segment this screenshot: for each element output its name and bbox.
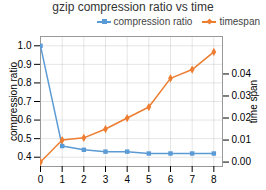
html-text:compression ratio: compression ratio bbox=[113, 16, 193, 27]
svg-text:0.04: 0.04 bbox=[232, 68, 252, 79]
svg-text:8: 8 bbox=[211, 174, 217, 185]
svg-text:1.0: 1.0 bbox=[18, 40, 32, 51]
svg-text:0.5: 0.5 bbox=[18, 133, 32, 144]
svg-text:compression ratio: compression ratio bbox=[8, 62, 19, 141]
svg-text:0.8: 0.8 bbox=[18, 77, 32, 88]
svg-text:2: 2 bbox=[81, 174, 87, 185]
svg-text:4: 4 bbox=[124, 174, 130, 185]
svg-text:3: 3 bbox=[103, 174, 109, 185]
svg-text:0: 0 bbox=[38, 174, 44, 185]
svg-text:1: 1 bbox=[59, 174, 65, 185]
svg-text:0.01: 0.01 bbox=[232, 134, 252, 145]
svg-text:7: 7 bbox=[189, 174, 195, 185]
html-text:gzip compression ratio vs time: gzip compression ratio vs time bbox=[52, 0, 214, 14]
svg-text:5: 5 bbox=[146, 174, 152, 185]
svg-text:0.9: 0.9 bbox=[18, 59, 32, 70]
svg-text:0.03: 0.03 bbox=[231, 90, 251, 102]
svg-text:0.00: 0.00 bbox=[232, 156, 252, 167]
svg-text:0.4: 0.4 bbox=[18, 151, 32, 162]
svg-text:6: 6 bbox=[168, 174, 174, 185]
html-text:timespan: timespan bbox=[219, 16, 260, 27]
svg-text:0.7: 0.7 bbox=[18, 96, 32, 107]
svg-text:time span: time span bbox=[248, 80, 259, 123]
svg-text:0.02: 0.02 bbox=[231, 112, 251, 124]
svg-text:0.6: 0.6 bbox=[18, 114, 32, 125]
